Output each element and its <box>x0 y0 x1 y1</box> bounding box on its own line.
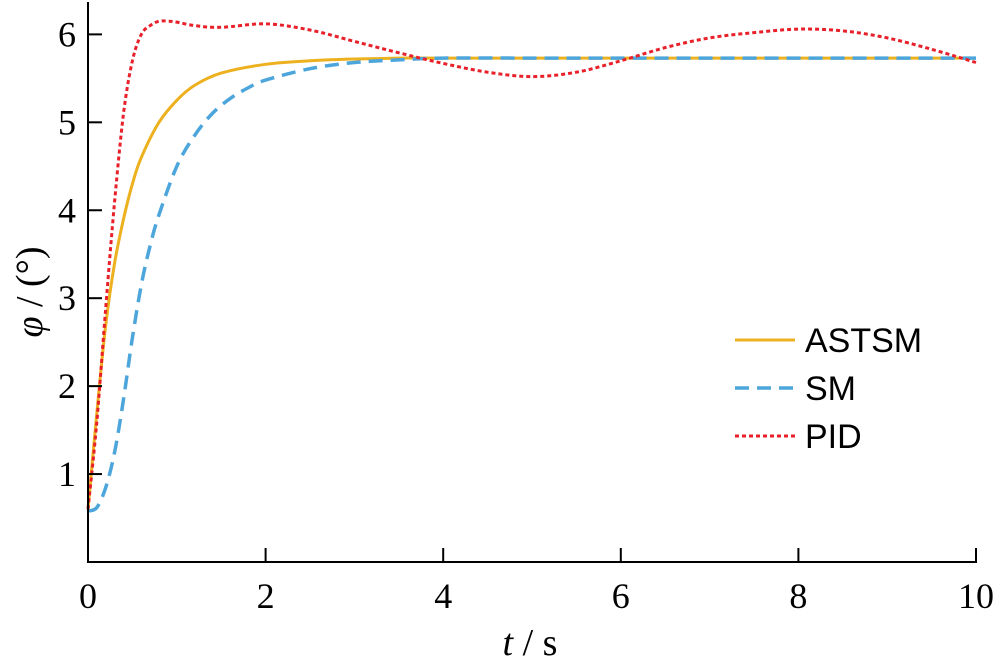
plot-series <box>86 19 977 513</box>
x-axis-label: t / s <box>503 622 558 664</box>
x-tick-label: 6 <box>612 576 630 616</box>
y-tick-label: 5 <box>58 102 76 142</box>
x-axis-label-var: t <box>503 622 515 664</box>
x-tick-label: 10 <box>958 576 994 616</box>
y-tick-label: 2 <box>58 366 76 406</box>
legend: ASTSM SM PID <box>735 322 922 456</box>
y-axis-label-var: φ <box>9 317 51 338</box>
x-axis-label-unit: s <box>543 622 558 664</box>
y-axis-label: φ / (°) <box>9 246 51 337</box>
x-tick-label: 8 <box>789 576 807 616</box>
y-axis-label-sep: / <box>9 296 51 307</box>
x-tick-label: 0 <box>79 576 97 616</box>
legend-label-astsm: ASTSM <box>805 322 922 360</box>
x-axis-label-sep: / <box>523 622 534 664</box>
legend-label-sm: SM <box>805 370 856 408</box>
x-tick-label: 4 <box>434 576 452 616</box>
axes <box>87 2 977 563</box>
series-line-pid <box>86 19 977 510</box>
legend-label-pid: PID <box>805 418 862 456</box>
y-tick-label: 1 <box>58 454 76 494</box>
y-tick-label: 4 <box>58 190 76 230</box>
series-line-sm <box>87 56 976 513</box>
x-tick-label: 2 <box>257 576 275 616</box>
y-tick-label: 3 <box>58 278 76 318</box>
y-tick-label: 6 <box>58 14 76 54</box>
y-axis-label-unit: (°) <box>9 246 51 287</box>
